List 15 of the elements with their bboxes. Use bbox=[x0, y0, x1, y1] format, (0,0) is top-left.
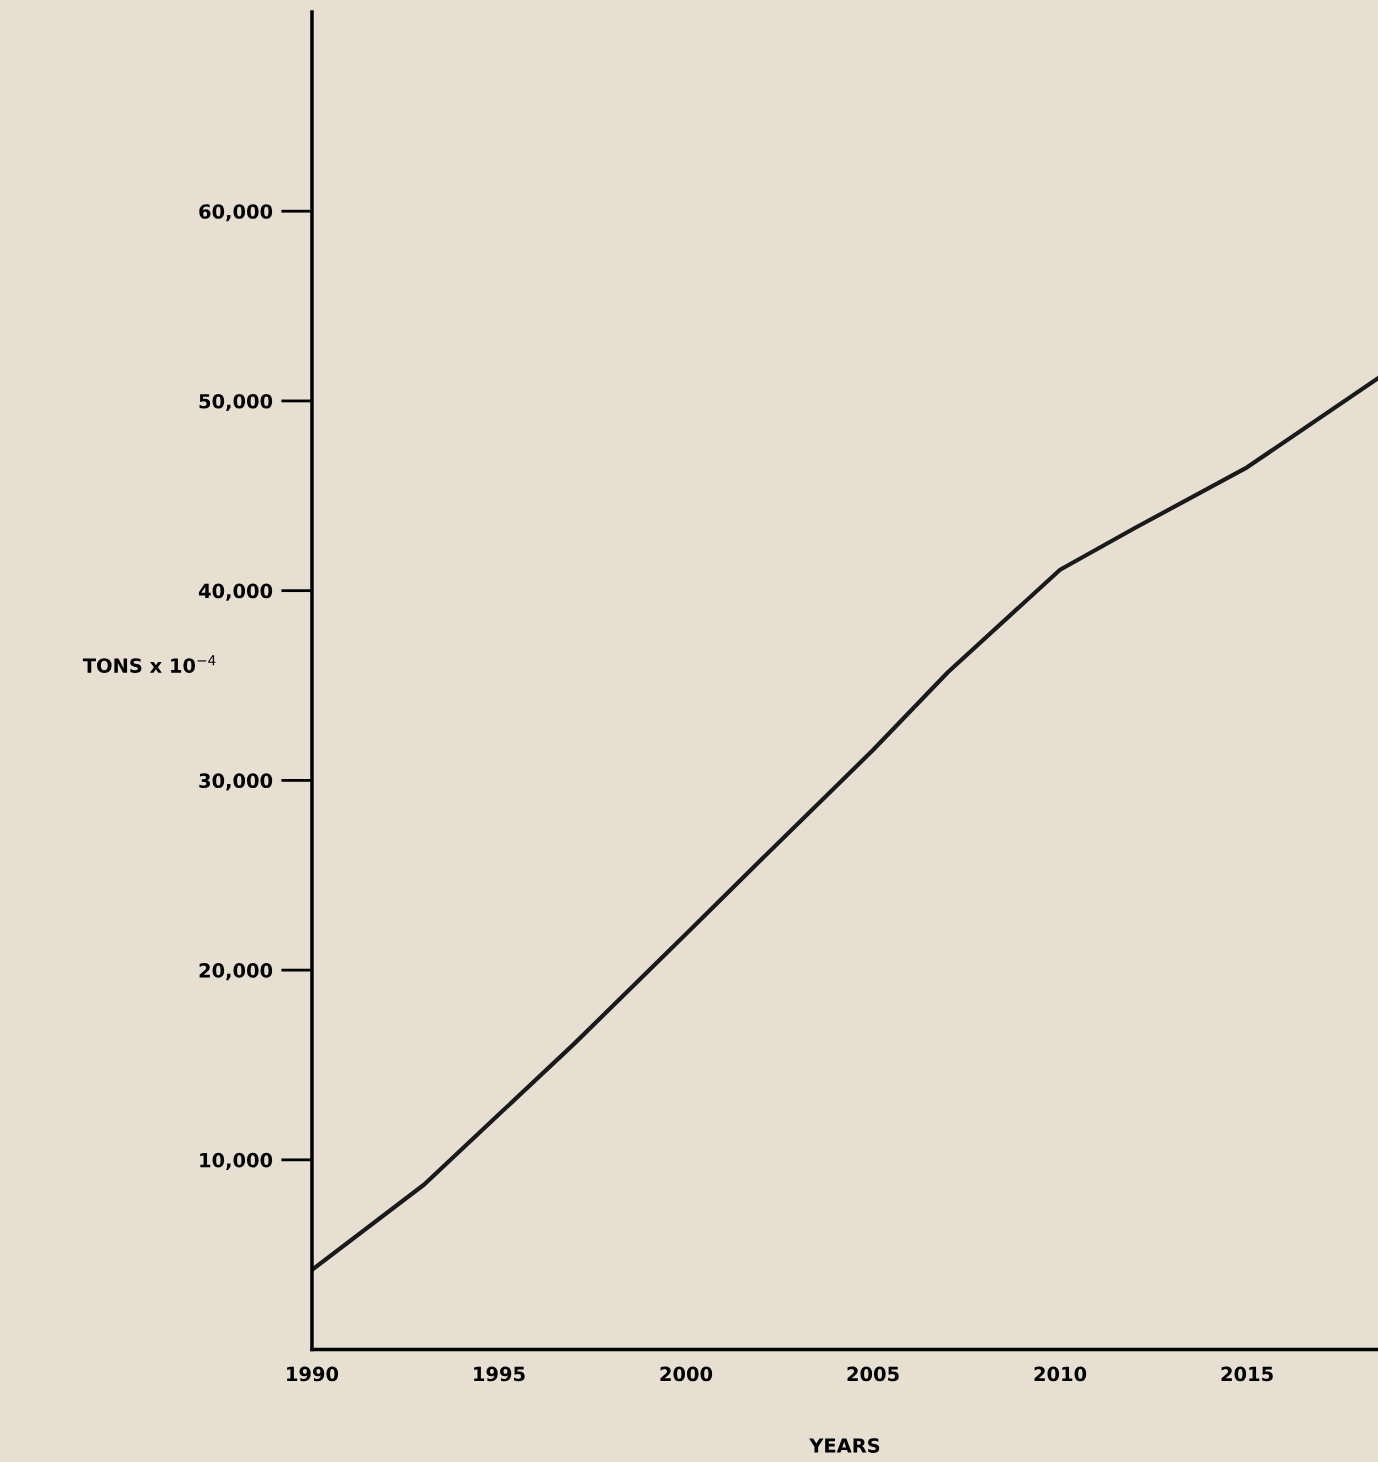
y-tick-label: 60,000 bbox=[199, 204, 273, 222]
x-tick-label: 1990 bbox=[287, 1366, 339, 1382]
y-tick-label: 30,000 bbox=[199, 773, 273, 791]
x-tick-label: 2005 bbox=[847, 1366, 899, 1382]
y-axis-title: TONS x 10$^{−4}$ bbox=[82, 655, 216, 673]
x-tick-label: 2000 bbox=[660, 1366, 713, 1382]
x-tick-label: 1995 bbox=[474, 1366, 525, 1382]
y-tick-label: 20,000 bbox=[199, 963, 273, 981]
y-tick-label: 10,000 bbox=[200, 1152, 273, 1170]
x-axis-title: YEARS bbox=[809, 1438, 880, 1453]
y-tick-label: 40,000 bbox=[198, 583, 273, 601]
y-tick-label: 50,000 bbox=[199, 393, 273, 412]
line-series bbox=[311, 376, 1378, 1272]
x-tick-label: 2010 bbox=[1034, 1366, 1087, 1382]
x-tick-label: 2015 bbox=[1221, 1366, 1273, 1382]
